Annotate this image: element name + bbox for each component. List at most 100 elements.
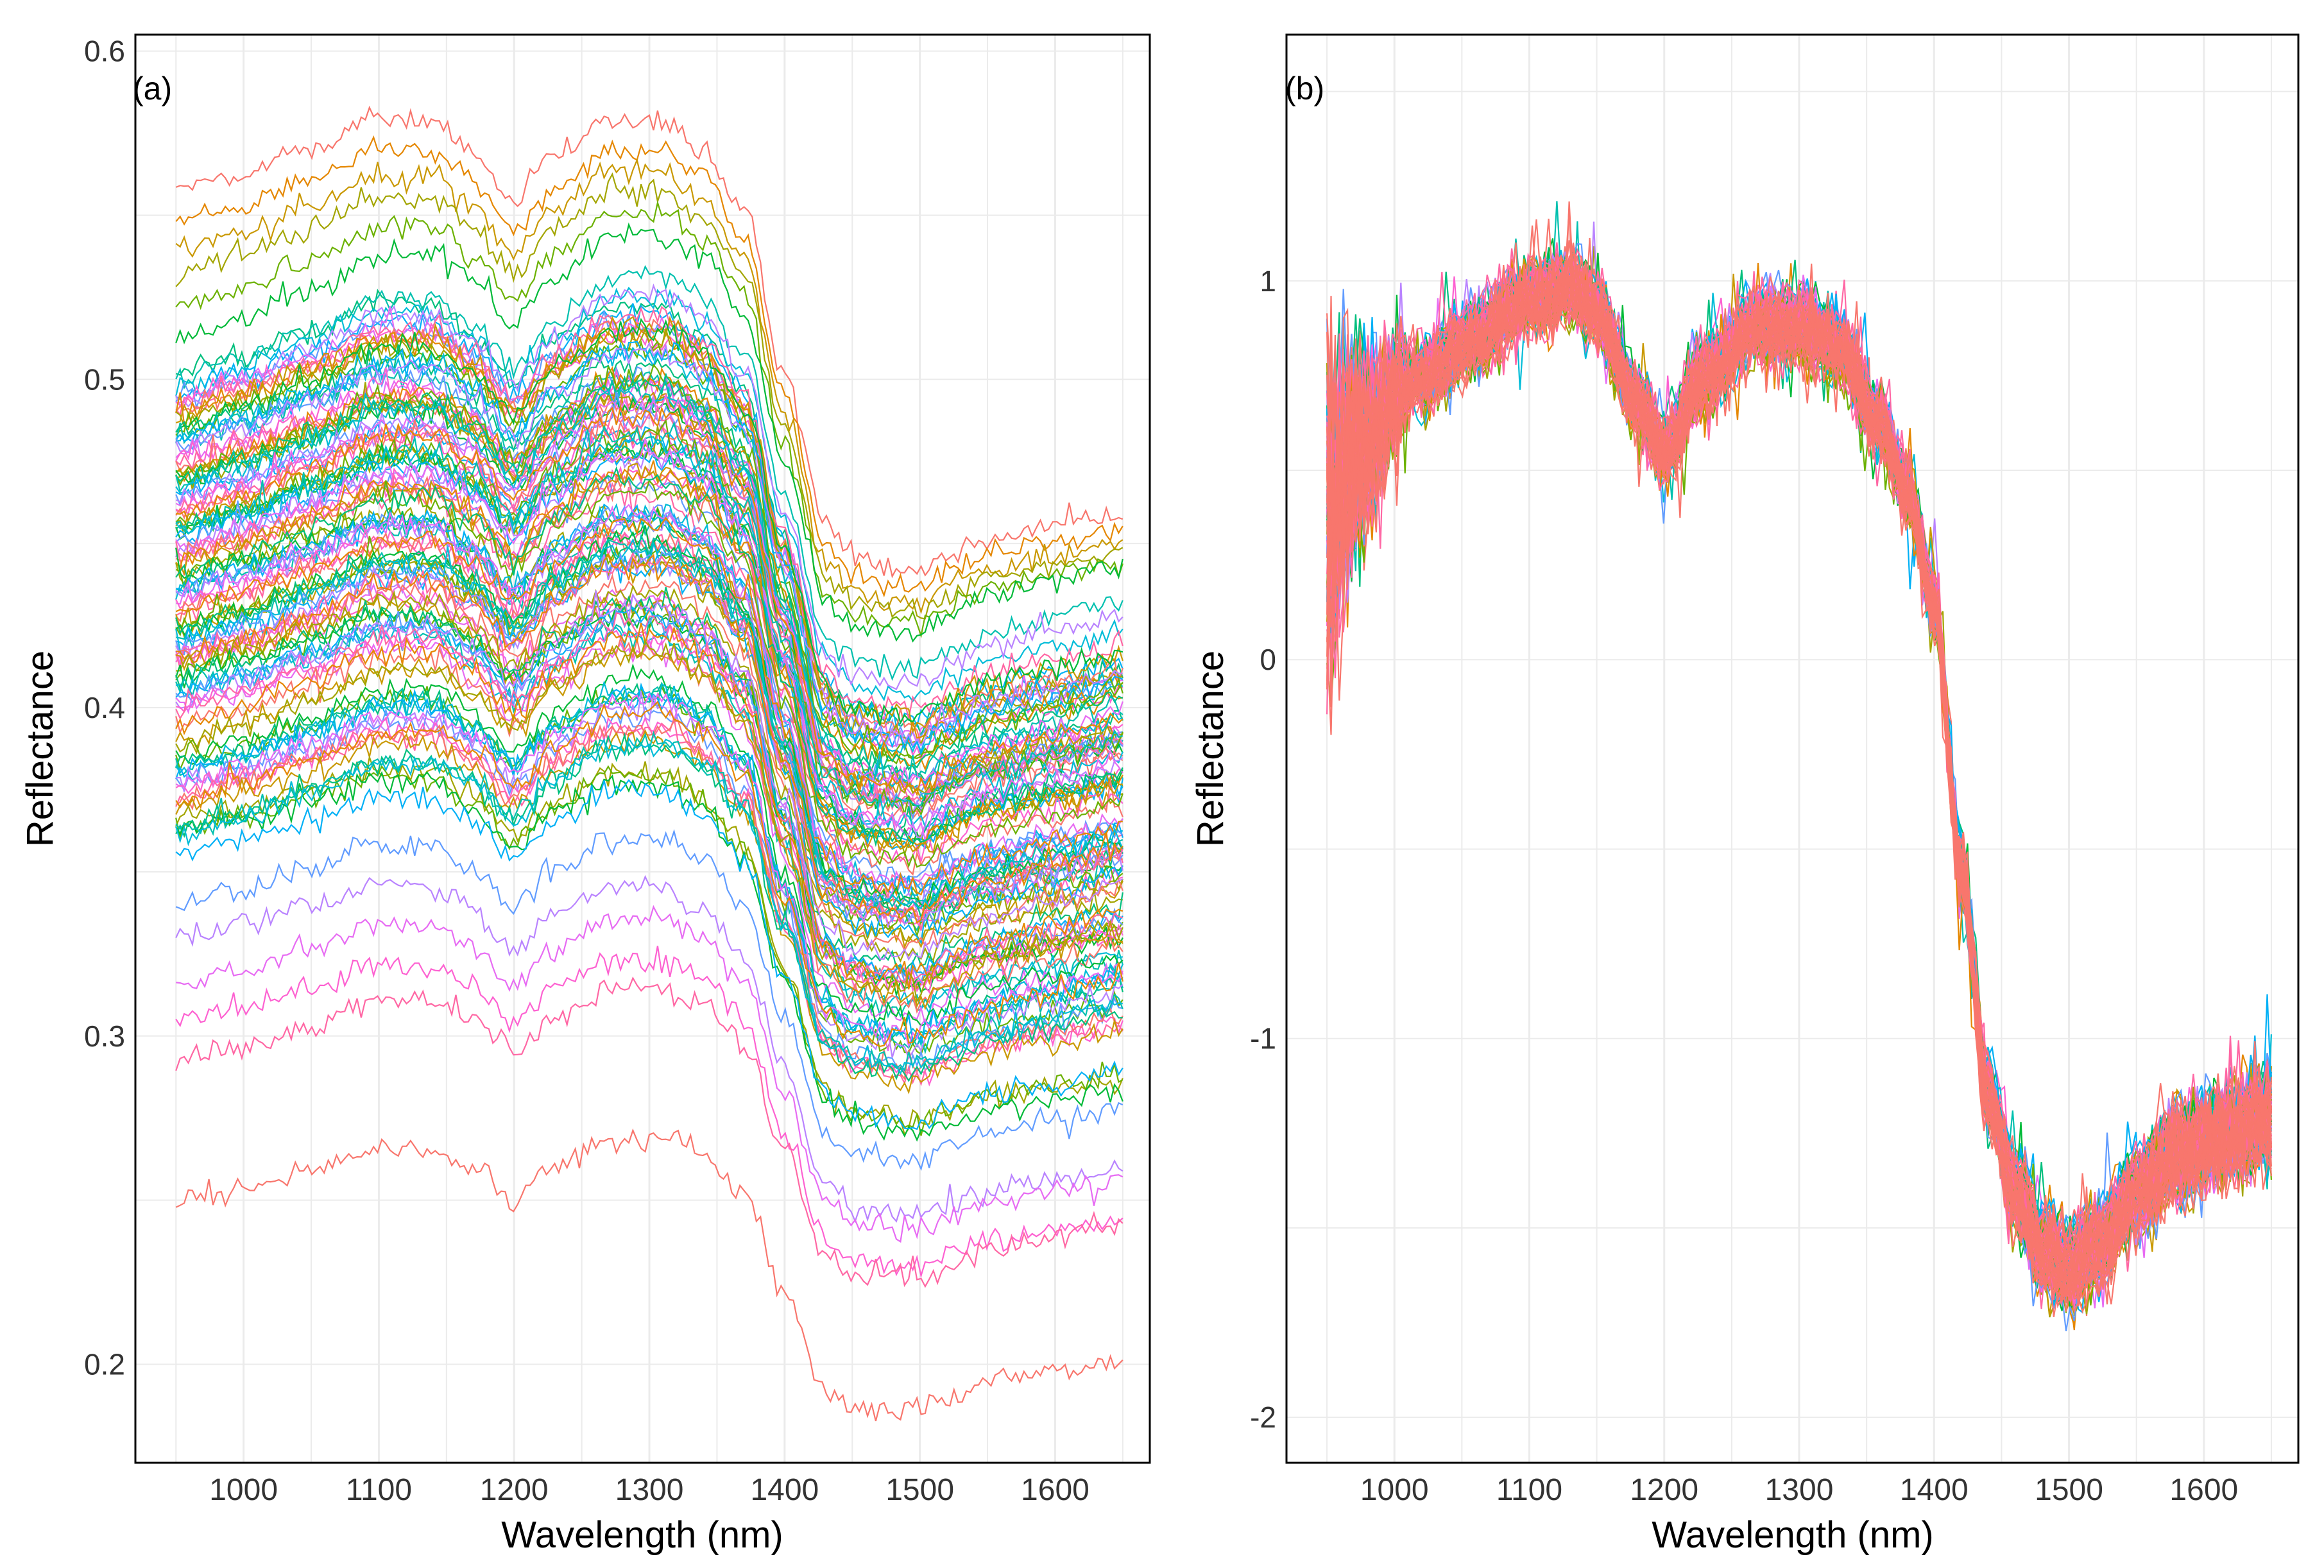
panel-a-y-tick-labels: 0.2 0.3 0.4 0.5 0.6: [84, 35, 125, 1381]
spectrum-line: [175, 341, 1123, 749]
x-tick-label: 1500: [2035, 1473, 2103, 1507]
spectrum-line: [176, 905, 1124, 1243]
x-tick-label: 1000: [209, 1473, 278, 1507]
spectrum-line: [175, 364, 1124, 793]
spectrum-line: [175, 976, 1124, 1288]
panel-b-y-tick-labels: -2 -1 0 1: [1250, 264, 1276, 1434]
spectrum-line: [176, 691, 1124, 1061]
spectrum-line: [175, 200, 1124, 639]
spectrum-line: [175, 318, 1124, 726]
spectrum-line: [176, 344, 1124, 756]
panel-b-y-axis-title: Reflectance: [1190, 651, 1231, 847]
x-tick-label: 1300: [1765, 1473, 1834, 1507]
spectrum-line: [175, 327, 1124, 751]
spectrum-line: [176, 584, 1123, 963]
spectrum-line: [175, 547, 1124, 945]
spectrum-line: [175, 874, 1124, 1223]
x-tick-label: 1600: [1021, 1473, 1089, 1507]
panel-a-series: [175, 105, 1124, 1422]
spectrum-line: [175, 315, 1124, 734]
x-tick-label: 1100: [1496, 1473, 1562, 1507]
panel-a-tag: (a): [133, 71, 172, 107]
spectrum-line: [175, 573, 1124, 952]
spectrum-line: [175, 516, 1123, 897]
snv-spectrum-line: [1326, 266, 2272, 1270]
panel-a-x-tick-labels: 1000 1100 1200 1300 1400 1500 1600: [209, 1473, 1089, 1507]
spectrum-line: [176, 404, 1124, 797]
spectrum-line: [175, 622, 1124, 990]
spectrum-line: [175, 388, 1124, 796]
spectrum-line: [175, 704, 1124, 1072]
panel-b-x-axis-title: Wavelength (nm): [1652, 1514, 1933, 1556]
spectrum-line: [175, 105, 1124, 579]
x-tick-label: 1600: [2169, 1473, 2238, 1507]
spectrum-line: [175, 373, 1124, 778]
y-tick-label: 0.5: [84, 362, 125, 396]
snv-spectrum-line: [1326, 260, 2272, 1268]
panel-b-x-tick-labels: 1000 1100 1200 1300 1400 1500 1600: [1360, 1473, 2238, 1507]
spectrum-line: [175, 829, 1124, 1172]
spectrum-line: [175, 639, 1124, 1003]
x-tick-label: 1200: [1630, 1473, 1698, 1507]
spectrum-line: [175, 305, 1124, 719]
spectrum-line: [175, 438, 1124, 843]
spectrum-line: [175, 465, 1124, 863]
panel-a-y-axis-title: Reflectance: [19, 651, 61, 847]
spectrum-line: [175, 341, 1124, 754]
y-tick-label: 0.3: [84, 1019, 125, 1053]
spectrum-line: [175, 765, 1124, 1136]
spectrum-line: [175, 604, 1124, 998]
x-tick-label: 1400: [750, 1473, 819, 1507]
panel-b-border: [1285, 33, 2300, 1464]
spectrum-line: [175, 344, 1124, 783]
spectrum-line: [175, 367, 1124, 788]
spectrum-line: [175, 1128, 1124, 1422]
spectrum-line: [175, 222, 1124, 643]
panel-b-series: [1326, 201, 2272, 1331]
spectrum-line: [175, 692, 1124, 1052]
spectrum-line: [175, 157, 1124, 615]
spectrum-line: [175, 393, 1124, 790]
spectrum-line: [175, 729, 1124, 1095]
spectrum-line: [175, 554, 1124, 928]
y-tick-label: 1: [1260, 264, 1276, 298]
spectrum-line: [175, 682, 1124, 1046]
spectrum-line: [176, 553, 1124, 924]
y-tick-label: -2: [1250, 1401, 1276, 1434]
spectrum-line: [175, 701, 1124, 1048]
y-tick-label: 0.4: [84, 691, 125, 724]
snv-spectrum-line: [1326, 225, 2272, 1314]
x-tick-label: 1400: [1900, 1473, 1969, 1507]
spectrum-line: [175, 135, 1124, 598]
panel-a-border: [134, 33, 1151, 1464]
spectrum-line: [175, 472, 1124, 886]
spectrum-line: [175, 421, 1124, 822]
snv-spectrum-line: [1326, 201, 2272, 1312]
spectrum-line: [175, 396, 1124, 815]
x-tick-label: 1200: [480, 1473, 549, 1507]
x-tick-label: 1100: [346, 1473, 412, 1507]
spectrum-line: [175, 663, 1124, 1027]
spectrum-line: [175, 771, 1124, 1142]
spectrum-line: [175, 680, 1124, 1048]
spectrum-line: [175, 717, 1124, 1087]
spectrum-line: [175, 737, 1123, 1075]
spectrum-line: [175, 283, 1124, 690]
spectrum-line: [175, 716, 1124, 1087]
spectrum-line: [175, 609, 1124, 985]
spectrum-line: [175, 590, 1124, 961]
spectrum-line: [175, 549, 1124, 950]
spectrum-line: [175, 463, 1123, 855]
spectrum-line: [175, 286, 1124, 703]
panel-a-x-axis-title: Wavelength (nm): [501, 1514, 783, 1556]
panel-a: (a) 0.2 0.3 0.4 0.5 0.6 1000 1100 1200 1300 1400…: [19, 33, 1151, 1556]
y-tick-label: -1: [1250, 1022, 1276, 1055]
spectrum-line: [175, 779, 1124, 1130]
panel-b: (b) -2-101 1000 1100 1200 1300 1400 1500 1600 …: [1190, 33, 2300, 1556]
spectrum-line: [176, 552, 1124, 944]
spectrum-line: [175, 466, 1124, 848]
y-tick-label: 0.2: [84, 1347, 125, 1381]
y-tick-label: 0: [1260, 643, 1276, 676]
spectrum-line: [175, 720, 1124, 1080]
